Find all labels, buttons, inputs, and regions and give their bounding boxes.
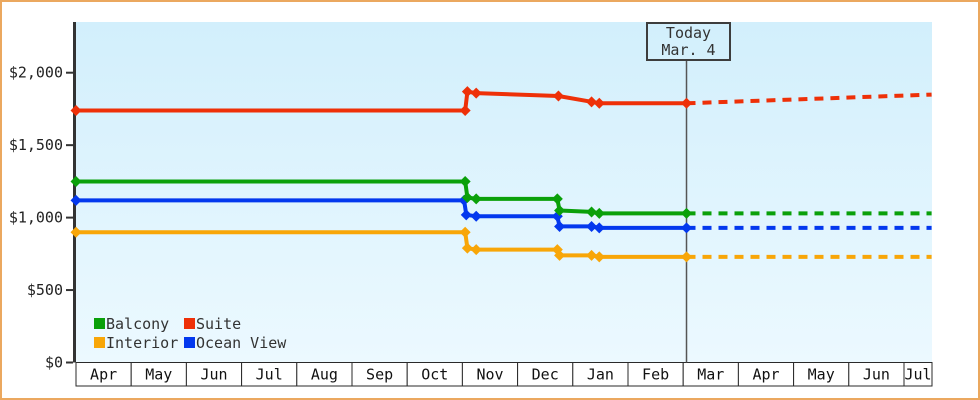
month-label: Aug (311, 366, 338, 384)
price-point-marker (470, 210, 482, 222)
month-label: Jul (904, 366, 931, 384)
price-point-marker (593, 222, 605, 234)
month-cell (903, 362, 933, 387)
ocean-view-color-swatch (184, 337, 195, 348)
today-date: Mar. 4 (661, 41, 716, 59)
month-label: Nov (476, 366, 503, 384)
y-axis-label: $2,000 (9, 64, 63, 82)
price-point-marker (681, 222, 693, 234)
price-point-marker (70, 176, 82, 188)
plot-area (76, 22, 932, 363)
today-marker-box: Today Mar. 4 (646, 22, 731, 61)
legend-label: Suite (196, 314, 242, 333)
price-point-marker (593, 207, 605, 219)
series-interior (70, 226, 932, 263)
series-balcony (70, 176, 932, 219)
month-label: Mar (697, 366, 724, 384)
y-axis-label: $1,500 (9, 136, 63, 154)
price-point-marker (460, 209, 472, 221)
price-point-marker (70, 105, 82, 117)
price-point-marker (70, 226, 82, 238)
price-point-marker (470, 87, 482, 99)
price-point-marker (554, 220, 566, 232)
month-label: May (145, 366, 172, 384)
month-label: Apr (90, 366, 117, 384)
y-axis-label: $0 (45, 354, 63, 372)
price-point-marker (586, 249, 598, 261)
price-point-marker (470, 193, 482, 205)
price-point-marker (551, 193, 563, 205)
price-point-marker (681, 207, 693, 219)
price-point-marker (593, 97, 605, 109)
price-point-marker (470, 244, 482, 256)
price-point-marker (554, 249, 566, 261)
price-point-marker (459, 176, 471, 188)
price-point-marker (586, 220, 598, 232)
price-point-marker (586, 96, 598, 108)
legend-label: Interior (106, 333, 179, 352)
month-label: Dec (532, 366, 559, 384)
month-label: May (808, 366, 835, 384)
legend-label: Ocean View (196, 333, 287, 352)
interior-color-swatch (94, 337, 105, 348)
month-label: Apr (752, 366, 779, 384)
price-point-marker (70, 194, 82, 206)
today-label: Today (665, 24, 712, 42)
suite-color-swatch (184, 318, 195, 329)
legend-item-balcony: Balcony (94, 314, 170, 333)
month-label: Oct (421, 366, 448, 384)
balcony-color-swatch (94, 318, 105, 329)
series-suite (70, 86, 932, 117)
price-point-marker (552, 90, 564, 102)
legend-item-ocean-view: Ocean View (184, 333, 287, 352)
price-point-marker (586, 206, 598, 218)
price-point-marker (681, 251, 693, 263)
month-label: Jul (256, 366, 283, 384)
month-label: Sep (366, 366, 393, 384)
legend-item-interior: Interior (94, 333, 179, 352)
price-point-marker (459, 105, 471, 117)
price-point-marker (681, 97, 693, 109)
month-label: Jun (200, 366, 227, 384)
y-axis-label: $500 (27, 281, 63, 299)
series-ocean-view (70, 194, 932, 234)
price-point-marker (461, 191, 473, 203)
series-projection-suite (686, 92, 932, 106)
month-label: Jan (587, 366, 614, 384)
price-point-marker (461, 86, 473, 98)
legend-label: Balcony (106, 314, 170, 333)
month-label: Feb (642, 366, 669, 384)
price-point-marker (459, 226, 471, 238)
month-label: Jun (863, 366, 890, 384)
legend-item-suite: Suite (184, 314, 242, 333)
price-point-marker (554, 204, 566, 216)
y-axis-label: $1,000 (9, 209, 63, 227)
price-point-marker (593, 251, 605, 263)
price-point-marker (461, 242, 473, 254)
